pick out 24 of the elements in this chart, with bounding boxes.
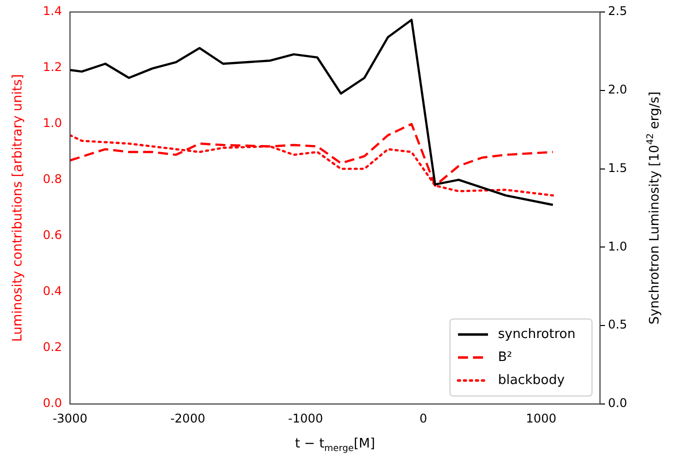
y-tick-label: 1.0 [42, 116, 62, 130]
x-tick-label: -2000 [170, 411, 206, 426]
y2-tick-label: 1.0 [608, 239, 628, 254]
legend-label: synchrotron [498, 326, 576, 342]
y2-tick-label: 0.5 [608, 318, 628, 332]
legend-label: B² [498, 350, 512, 365]
y-axis-title: Luminosity contributions [arbitrary units] [10, 74, 26, 342]
x-tick-label: 1000 [526, 411, 556, 426]
y2-tick-label: 2.5 [608, 4, 628, 18]
y-tick-label: 1.4 [42, 4, 62, 18]
y2-tick-label: 1.5 [608, 160, 628, 175]
y-tick-label: 1.2 [42, 60, 62, 74]
x-tick-label: -3000 [52, 411, 88, 426]
x-tick-label: -1000 [288, 411, 323, 426]
x-tick-label: 0 [420, 411, 428, 426]
y2-axis-title: Synchrotron Luminosity [1042 erg/s] [646, 91, 662, 324]
y2-tick-label: 0.0 [608, 396, 628, 410]
legend-label: blackbody [498, 372, 565, 388]
y-tick-label: 0.8 [42, 172, 62, 186]
y-tick-label: 0.2 [42, 340, 62, 354]
y-tick-label: 0.4 [42, 284, 62, 298]
y-tick-label: 0.6 [42, 228, 62, 242]
y-tick-label: 0.0 [42, 396, 62, 410]
y2-tick-label: 2.0 [608, 82, 628, 97]
